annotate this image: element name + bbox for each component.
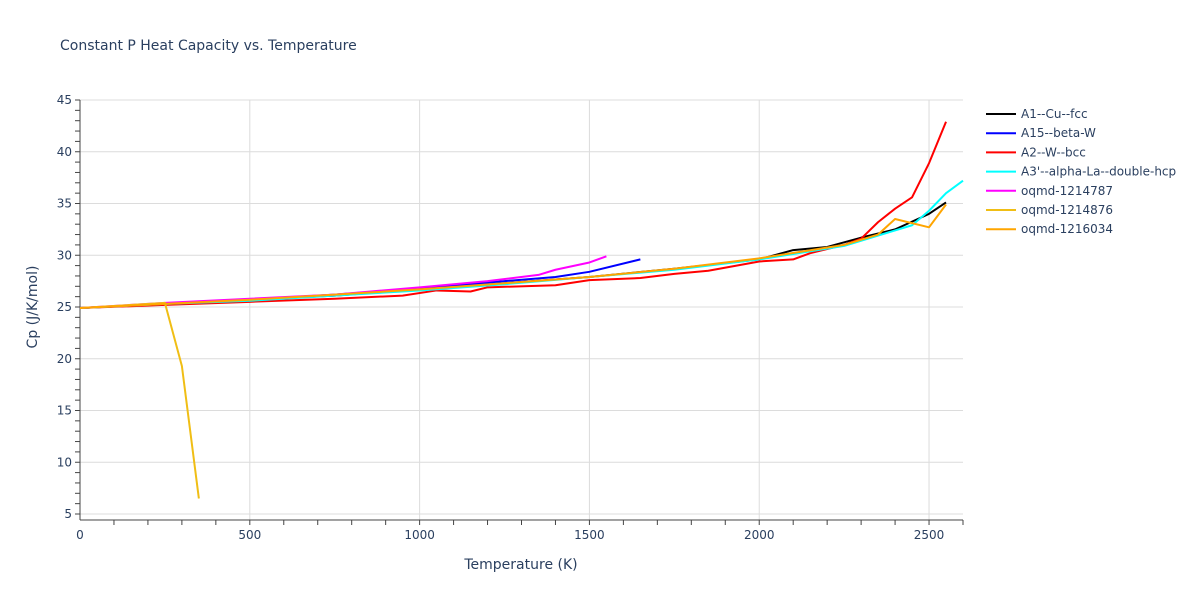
- legend-item[interactable]: A1--Cu--fcc: [986, 107, 1088, 121]
- series-line-3: [79, 179, 964, 310]
- x-tick-label: 1500: [574, 528, 605, 542]
- legend-label: A1--Cu--fcc: [1021, 107, 1088, 121]
- y-tick-label: 15: [57, 404, 72, 418]
- x-tick-label: 500: [238, 528, 261, 542]
- y-tick-label: 20: [57, 352, 72, 366]
- series-line-6: [79, 203, 947, 310]
- legend-item[interactable]: A15--beta-W: [986, 126, 1096, 140]
- series-lines: [79, 121, 964, 499]
- x-tick-label: 2500: [914, 528, 945, 542]
- x-tick-label: 2000: [744, 528, 775, 542]
- legend-label: oqmd-1214787: [1021, 184, 1113, 198]
- grid: [80, 99, 963, 520]
- legend-label: A2--W--bcc: [1021, 145, 1086, 159]
- series-line-5: [79, 301, 200, 499]
- legend-item[interactable]: oqmd-1214787: [986, 184, 1113, 198]
- y-tick-label: 25: [57, 300, 72, 314]
- legend-label: oqmd-1214876: [1021, 203, 1113, 217]
- chart-title: Constant P Heat Capacity vs. Temperature: [60, 38, 357, 54]
- legend: A1--Cu--fcc A15--beta-W A2--W--bcc A3'--alp…: [986, 107, 1176, 236]
- y-tick-label: 35: [57, 197, 72, 211]
- ticks: 0 500 1000 1500 2000 2500 5 10 15 20 25 30 35 40 45: [57, 93, 964, 542]
- legend-item[interactable]: oqmd-1214876: [986, 203, 1113, 217]
- series-line-4: [79, 255, 607, 310]
- legend-item[interactable]: oqmd-1216034: [986, 222, 1113, 236]
- legend-item[interactable]: A2--W--bcc: [986, 145, 1086, 159]
- x-axis-label: Temperature (K): [463, 557, 577, 573]
- y-axis-label: Cp (J/K/mol): [25, 266, 41, 349]
- y-tick-label: 10: [57, 455, 72, 469]
- legend-label: A3'--alpha-La--double-hcp: [1021, 165, 1176, 179]
- x-tick-label: 0: [76, 528, 84, 542]
- y-tick-label: 40: [57, 145, 72, 159]
- x-tick-label: 1000: [404, 528, 435, 542]
- legend-item[interactable]: A3'--alpha-La--double-hcp: [986, 165, 1176, 179]
- legend-label: A15--beta-W: [1021, 126, 1096, 140]
- legend-label: oqmd-1216034: [1021, 222, 1113, 236]
- y-tick-label: 45: [57, 93, 72, 107]
- y-tick-label: 30: [57, 248, 72, 262]
- series-line-2: [79, 121, 947, 310]
- y-tick-label: 5: [64, 507, 72, 521]
- series-line-1: [79, 258, 641, 310]
